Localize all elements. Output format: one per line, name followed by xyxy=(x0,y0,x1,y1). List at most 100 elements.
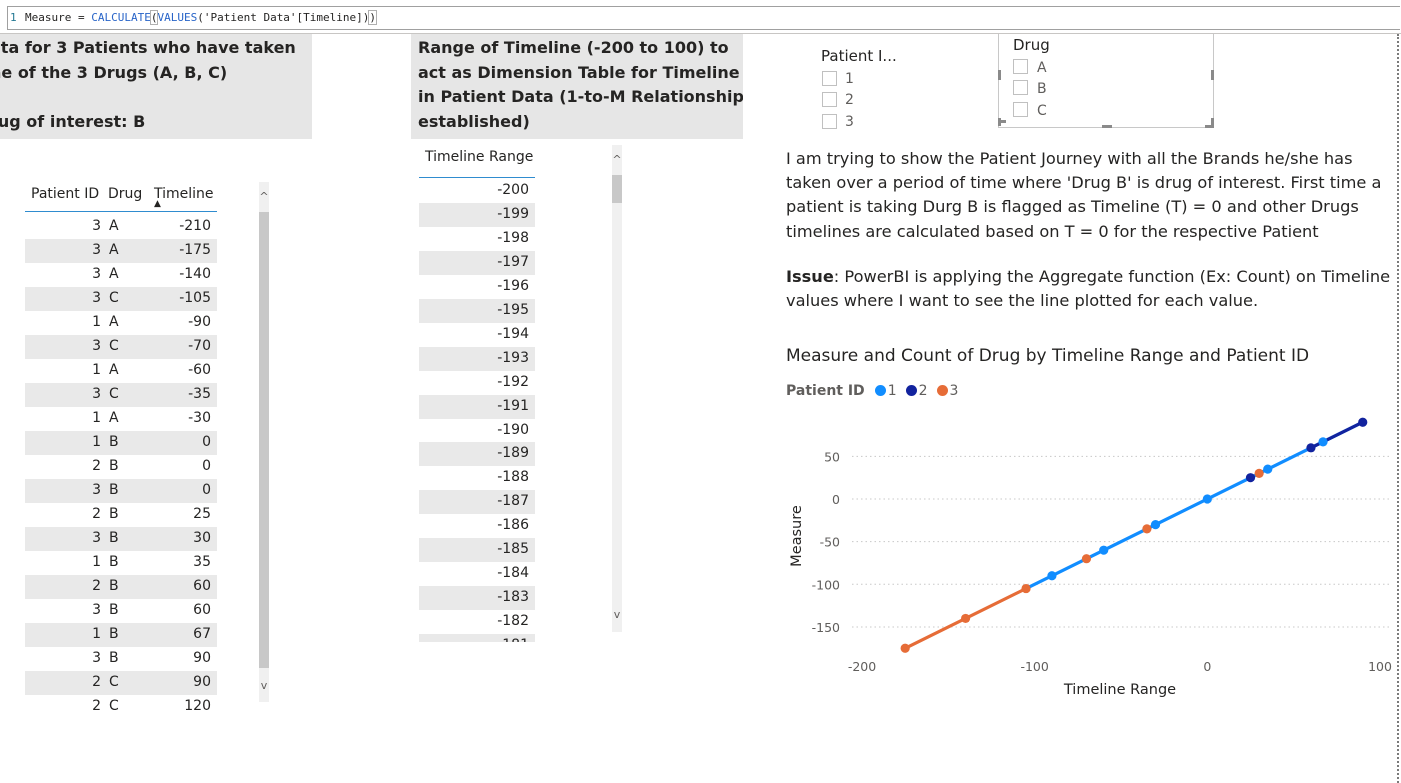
data-point xyxy=(1142,524,1152,534)
table-row[interactable]: 3 B 60 xyxy=(25,599,217,623)
resize-handle[interactable] xyxy=(998,70,1001,80)
scrollbar-thumb[interactable] xyxy=(259,212,269,668)
table-row[interactable]: 3 B 90 xyxy=(25,647,217,671)
table-row[interactable]: -195 xyxy=(419,298,535,323)
table-row[interactable]: 3 C -105 xyxy=(25,287,217,311)
table-row[interactable]: 3 C -35 xyxy=(25,383,217,407)
scrollbar-thumb[interactable] xyxy=(612,175,622,203)
scroll-up-icon[interactable]: ^ xyxy=(259,190,269,203)
table-row[interactable]: 2 C 120 xyxy=(25,695,217,719)
patient-table-scrollbar[interactable] xyxy=(259,182,269,702)
table-row[interactable]: -192 xyxy=(419,371,535,395)
column-header-timeline-range[interactable]: Timeline Range xyxy=(425,149,534,165)
table-row[interactable]: 3 C -70 xyxy=(25,335,217,359)
table-row[interactable]: 2 B 60 xyxy=(25,575,217,599)
checkbox-drug-b[interactable] xyxy=(1013,80,1028,95)
table-row[interactable]: 1 A -90 xyxy=(25,311,217,335)
data-point xyxy=(1254,468,1264,479)
cell-patient-id: 3 xyxy=(92,338,101,354)
table-row[interactable]: -181 xyxy=(419,634,535,642)
checkbox-drug-c[interactable] xyxy=(1013,102,1028,117)
table-row[interactable]: -183 xyxy=(419,586,535,611)
table-row[interactable]: -196 xyxy=(419,275,535,299)
table-row[interactable]: -184 xyxy=(419,562,535,586)
table-row[interactable]: -199 xyxy=(419,202,535,227)
data-point xyxy=(1318,437,1328,447)
drug-slicer[interactable] xyxy=(998,34,1214,128)
table-row[interactable]: -197 xyxy=(419,250,535,275)
legend-title: Patient ID xyxy=(786,383,865,399)
timeline-range-table[interactable]: Timeline Range -200 -199 -198 -197 -196 -195 -… xyxy=(419,145,535,642)
data-point xyxy=(1202,494,1212,504)
timeline-table-scrollbar[interactable] xyxy=(612,145,622,632)
table-row[interactable]: -189 xyxy=(419,442,535,467)
table-row[interactable]: -194 xyxy=(419,323,535,347)
formula-editor[interactable]: 1 Measure = CALCULATE(VALUES('Patient Da… xyxy=(7,6,1400,30)
legend-marker-2[interactable] xyxy=(905,385,917,396)
table-row[interactable]: -198 xyxy=(419,227,535,251)
cell-timeline: -35 xyxy=(188,386,211,402)
formula-text[interactable]: Measure = CALCULATE(VALUES('Patient Data… xyxy=(25,7,377,29)
cell-drug: A xyxy=(109,410,119,426)
cell-patient-id: 2 xyxy=(92,506,101,522)
table-row[interactable]: 3 A -175 xyxy=(25,239,217,263)
column-header-timeline[interactable]: Timeline xyxy=(154,186,214,202)
table-row[interactable]: -185 xyxy=(419,538,535,563)
resize-handle[interactable] xyxy=(1102,125,1112,128)
checkbox-patient-2[interactable] xyxy=(822,92,837,107)
table-row[interactable]: 1 B 67 xyxy=(25,623,217,647)
legend-label-1[interactable]: 1 xyxy=(887,383,897,399)
table-row[interactable]: 3 B 30 xyxy=(25,527,217,551)
table-row[interactable]: 3 A -210 xyxy=(25,215,217,239)
line-chart[interactable]: -150 -100 -50 0 50 -200 -100 0 100 Timeline Range… xyxy=(780,400,1395,705)
resize-handle[interactable] xyxy=(1211,70,1214,80)
table-row[interactable]: 2 C 90 xyxy=(25,671,217,695)
table-row[interactable]: -193 xyxy=(419,346,535,371)
cell-timeline-range: -194 xyxy=(497,325,529,342)
cell-timeline: 90 xyxy=(193,674,211,690)
table-row[interactable]: -190 xyxy=(419,419,535,443)
table-row[interactable]: -182 xyxy=(419,610,535,634)
checkbox-patient-1[interactable] xyxy=(822,71,837,86)
table-row[interactable]: 1 A -30 xyxy=(25,407,217,431)
table-row[interactable]: -188 xyxy=(419,466,535,490)
legend-label-3[interactable]: 3 xyxy=(949,383,959,399)
table-row[interactable]: -200 xyxy=(419,179,535,203)
sort-ascending-icon[interactable]: ▲ xyxy=(154,199,161,209)
legend-marker-3[interactable] xyxy=(936,385,948,396)
table-row[interactable]: 3 A -140 xyxy=(25,263,217,287)
cell-drug: B xyxy=(109,650,119,666)
cell-timeline: -175 xyxy=(179,242,211,258)
resize-handle[interactable] xyxy=(998,118,1001,126)
table-row[interactable]: 2 B 25 xyxy=(25,503,217,527)
table-row[interactable]: -191 xyxy=(419,394,535,419)
data-point xyxy=(961,613,971,624)
legend-label-2[interactable]: 2 xyxy=(918,383,928,399)
resize-handle[interactable] xyxy=(1205,125,1214,128)
cell-patient-id: 3 xyxy=(92,386,101,402)
checkbox-label: 3 xyxy=(845,114,854,130)
scroll-down-icon[interactable]: v xyxy=(613,608,621,621)
cell-timeline-range: -200 xyxy=(497,182,529,198)
column-header-drug[interactable]: Drug xyxy=(108,186,143,202)
table-row[interactable]: 1 B 35 xyxy=(25,551,217,575)
checkbox-drug-a[interactable] xyxy=(1013,59,1028,74)
cell-drug: B xyxy=(109,530,119,546)
resize-handle[interactable] xyxy=(998,120,1006,123)
column-header-patient-id[interactable]: Patient ID xyxy=(31,186,100,202)
resize-handle[interactable] xyxy=(1211,118,1214,127)
cell-patient-id: 1 xyxy=(92,434,101,450)
chart-legend: Patient ID 1 2 3 xyxy=(786,383,958,399)
checkbox-label: 2 xyxy=(845,92,854,108)
scroll-up-icon[interactable]: ^ xyxy=(612,153,622,166)
checkbox-patient-3[interactable] xyxy=(822,114,837,129)
patient-data-table[interactable]: Patient ID Drug Timeline ▲ 3 A -210 3 A -175 3… xyxy=(25,182,217,714)
legend-marker-1[interactable] xyxy=(874,385,886,396)
table-row[interactable]: 1 A -60 xyxy=(25,359,217,383)
table-row[interactable]: -187 xyxy=(419,490,535,515)
scroll-down-icon[interactable]: v xyxy=(260,679,268,692)
table-row[interactable]: -186 xyxy=(419,514,535,538)
